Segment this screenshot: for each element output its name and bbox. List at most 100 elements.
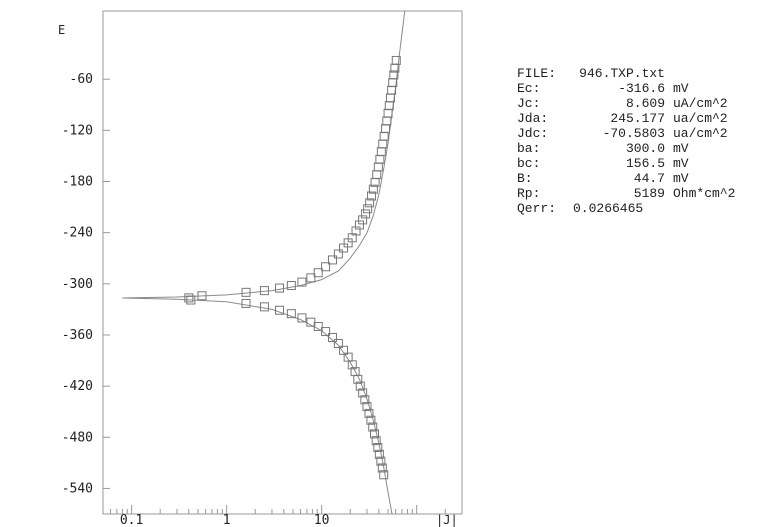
info-row: FILE: 946.TXP.txt: [517, 66, 735, 81]
info-row: Jdc: -70.5803 ua/cm^2: [517, 126, 735, 141]
data-point-marker: [377, 463, 387, 473]
data-markers: [184, 55, 401, 480]
data-point-marker: [313, 321, 323, 331]
data-point-marker: [333, 249, 343, 259]
y-axis-ticks: -60 -120 -180 -240 -300 -360 -420 -480 -540: [62, 72, 110, 496]
data-point-marker: [378, 139, 388, 149]
info-unit: ua/cm^2: [673, 126, 728, 141]
info-unit: mV: [673, 171, 689, 186]
y-tick-label: -360: [62, 328, 93, 343]
y-tick-label: -420: [62, 379, 93, 394]
data-point-marker: [381, 124, 391, 134]
info-key: B:: [517, 171, 533, 186]
data-point-marker: [339, 345, 349, 355]
data-point-marker: [361, 209, 371, 219]
data-point-marker: [184, 293, 194, 303]
data-point-marker: [354, 220, 364, 230]
data-point-marker: [259, 286, 269, 296]
y-tick-label: -300: [62, 277, 93, 292]
data-point-marker: [364, 408, 374, 418]
info-unit: mV: [673, 81, 689, 96]
data-point-marker: [375, 154, 385, 164]
info-value: 5189: [633, 186, 665, 201]
info-key: Jda:: [517, 111, 549, 126]
y-tick-label: -180: [62, 175, 93, 190]
info-key: Qerr:: [517, 201, 557, 216]
info-value: 946.TXP.txt: [579, 66, 665, 81]
data-point-marker: [286, 281, 296, 291]
data-point-marker: [382, 116, 392, 126]
data-point-marker: [321, 327, 331, 337]
y-tick-label: -480: [62, 430, 93, 445]
data-point-marker: [347, 360, 357, 370]
fit-curves: [122, 11, 406, 514]
data-point-marker: [379, 131, 389, 141]
data-point-marker: [241, 287, 251, 297]
x-tick-label: 0.1: [120, 513, 143, 527]
data-point-marker: [274, 283, 284, 293]
data-point-marker: [197, 291, 207, 301]
data-point-marker: [274, 305, 284, 315]
data-point-marker: [384, 101, 394, 111]
data-point-marker: [333, 338, 343, 348]
y-tick-label: -120: [62, 123, 93, 138]
info-row: Jda: 245.177 ua/cm^2: [517, 111, 735, 126]
data-point-marker: [297, 277, 307, 287]
cathodic-fit-curve: [122, 297, 393, 514]
x-axis-label: |J|: [436, 513, 458, 527]
info-unit: ua/cm^2: [673, 111, 728, 126]
data-point-marker: [313, 268, 323, 278]
info-row: Ec: -316.6 mV: [517, 81, 735, 96]
data-point-marker: [327, 333, 337, 343]
data-point-marker: [383, 108, 393, 118]
info-row: B: 44.7 mV: [517, 171, 735, 186]
data-point-marker: [358, 215, 368, 225]
info-unit: Ohm*cm^2: [673, 186, 736, 201]
data-point-marker: [391, 55, 401, 65]
y-tick-label: -540: [62, 481, 93, 496]
info-value: 0.0266465: [573, 201, 644, 216]
data-point-marker: [306, 273, 316, 283]
plot-frame: [102, 10, 463, 515]
info-value: 44.7: [633, 171, 665, 186]
data-point-marker: [376, 456, 386, 466]
data-point-marker: [374, 449, 384, 459]
data-point-marker: [358, 388, 368, 398]
info-unit: mV: [673, 141, 689, 156]
data-point-marker: [351, 226, 361, 236]
x-tick-label: 10: [314, 513, 330, 527]
data-point-marker: [367, 191, 377, 201]
info-key: Ec:: [517, 81, 541, 96]
fit-results-panel: FILE: 946.TXP.txt Ec: -316.6 mV Jc: 8.609 uA/cm…: [517, 66, 735, 216]
data-point-marker: [368, 184, 378, 194]
data-point-marker: [379, 470, 389, 480]
data-point-marker: [286, 309, 296, 319]
info-value: -316.6: [618, 81, 665, 96]
data-point-marker: [363, 204, 373, 214]
info-key: ba:: [517, 141, 541, 156]
data-point-marker: [327, 255, 337, 265]
data-point-marker: [186, 295, 196, 305]
x-tick-label: 1: [223, 513, 231, 527]
data-point-marker: [371, 436, 381, 446]
info-key: FILE:: [517, 66, 557, 81]
data-point-marker: [389, 70, 399, 80]
data-point-marker: [373, 162, 383, 172]
data-point-marker: [373, 443, 383, 453]
info-row: Jc: 8.609 uA/cm^2: [517, 96, 735, 111]
info-row: ba: 300.0 mV: [517, 141, 735, 156]
info-value: 245.177: [610, 111, 665, 126]
data-point-marker: [376, 147, 386, 157]
data-point-marker: [355, 381, 365, 391]
data-point-marker: [366, 415, 376, 425]
data-point-marker: [353, 374, 363, 384]
data-point-marker: [365, 198, 375, 208]
data-point-marker: [360, 395, 370, 405]
info-key: Rp:: [517, 186, 541, 201]
info-key: Jdc:: [517, 126, 549, 141]
info-key: Jc:: [517, 96, 541, 111]
info-value: 8.609: [625, 96, 665, 111]
info-unit: mV: [673, 156, 689, 171]
y-tick-label: -60: [70, 72, 93, 87]
